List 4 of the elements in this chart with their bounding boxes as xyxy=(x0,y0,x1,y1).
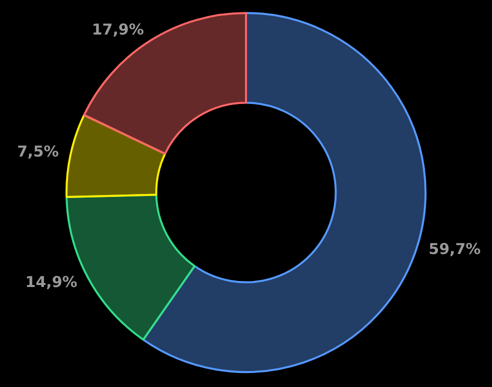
data-label: 7,5% xyxy=(17,142,59,160)
data-label: 14,9% xyxy=(25,273,78,292)
data-label: 17,9% xyxy=(92,20,144,38)
data-label: 59,7% xyxy=(428,240,481,258)
